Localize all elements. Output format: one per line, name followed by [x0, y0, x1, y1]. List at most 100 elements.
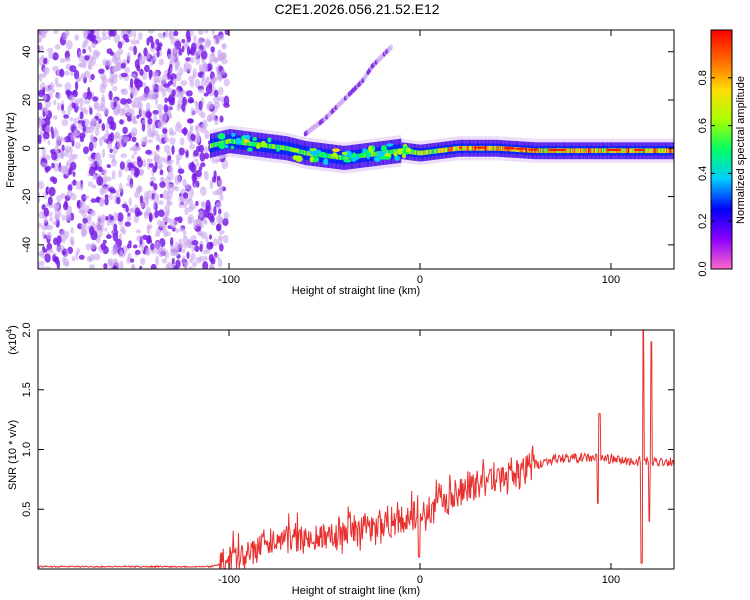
noise-speckle: [90, 73, 95, 81]
noise-speckle: [106, 164, 112, 169]
noise-speckle: [198, 256, 206, 262]
noise-speckle: [59, 152, 66, 157]
noise-speckle: [71, 255, 76, 262]
noise-speckle: [199, 243, 203, 253]
ridge-blob: [368, 147, 374, 153]
ridge-core: [538, 148, 541, 154]
noise-speckle: [175, 249, 180, 257]
noise-speckle: [190, 235, 197, 241]
noise-speckle: [224, 30, 230, 36]
noise-speckle: [113, 258, 119, 266]
ridge-core: [449, 147, 451, 152]
noise-speckle: [132, 160, 138, 166]
snr-scale-label: (x104): [5, 325, 19, 355]
noise-speckle: [67, 184, 73, 192]
ridge-core: [536, 148, 538, 154]
ridge-core: [592, 148, 594, 154]
snr-frame: [37, 329, 675, 570]
noise-speckle: [188, 187, 194, 198]
ridge-core: [291, 147, 293, 152]
noise-speckle: [78, 209, 85, 214]
ridge-core: [413, 149, 416, 155]
noise-speckle: [64, 145, 72, 153]
noise-speckle: [130, 167, 135, 176]
colorbar-gradient: [710, 29, 733, 270]
ridge-core: [513, 147, 515, 152]
noise-speckle: [210, 112, 216, 121]
noise-speckle: [195, 180, 200, 188]
ridge-peak: [550, 149, 554, 151]
noise-speckle: [177, 216, 183, 224]
noise-speckle: [52, 203, 59, 209]
noise-speckle: [167, 155, 172, 161]
noise-speckle: [48, 82, 55, 90]
noise-speckle: [155, 144, 160, 151]
noise-speckle: [123, 166, 130, 172]
ridge-core: [596, 148, 598, 154]
noise-speckle: [95, 121, 101, 130]
noise-speckle: [157, 120, 164, 130]
noise-speckle: [164, 211, 170, 218]
ridge-core: [417, 150, 419, 156]
ridge-core: [374, 151, 377, 157]
ridge-core: [604, 148, 606, 154]
ridge-core: [283, 145, 285, 151]
ridge-core: [464, 145, 466, 151]
noise-speckle: [223, 234, 229, 244]
ridge-blob: [405, 147, 412, 153]
ridge-core: [209, 143, 212, 149]
noise-speckle: [205, 80, 210, 87]
noise-speckle: [191, 244, 195, 253]
ridge-core: [376, 151, 378, 157]
ridge-core: [502, 146, 504, 151]
ridge-core: [392, 149, 394, 155]
noise-speckle: [45, 124, 51, 134]
noise-speckle: [155, 255, 160, 266]
noise-speckle: [220, 53, 226, 60]
noise-speckle: [223, 95, 230, 106]
ridge-core: [578, 148, 581, 154]
ridge-core: [279, 145, 282, 150]
noise-speckle: [42, 30, 49, 34]
noise-speckle: [204, 146, 209, 154]
noise-speckle: [218, 208, 222, 215]
ridge-core: [631, 148, 633, 154]
noise-speckle: [74, 34, 80, 41]
noise-speckle: [168, 166, 174, 174]
noise-speckle: [46, 231, 52, 240]
noise-speckle: [154, 96, 158, 106]
ridge-core: [290, 146, 292, 152]
ridge-core: [423, 150, 425, 156]
noise-speckle: [184, 183, 191, 190]
noise-speckle: [147, 117, 153, 125]
noise-speckle: [204, 30, 209, 34]
snr-ytick-label: 0.5: [21, 502, 33, 517]
noise-speckle: [129, 147, 136, 151]
noise-speckle: [145, 249, 151, 256]
noise-speckle: [119, 119, 124, 125]
noise-speckle: [78, 106, 83, 111]
ridge-core: [418, 150, 420, 156]
ridge-core: [594, 148, 597, 154]
noise-speckle: [159, 181, 166, 188]
noise-speckle: [192, 261, 197, 268]
noise-speckle: [137, 158, 143, 168]
noise-speckle: [190, 107, 195, 117]
noise-speckle: [61, 119, 69, 127]
noise-speckle: [218, 235, 224, 241]
noise-speckle: [129, 184, 134, 189]
ridge-core: [623, 148, 625, 154]
noise-speckle: [187, 205, 194, 213]
noise-speckle: [154, 241, 161, 249]
noise-speckle: [139, 265, 143, 269]
noise-speckle: [111, 56, 119, 64]
noise-speckle: [195, 101, 199, 109]
ridge-core: [270, 143, 272, 149]
ridge-core: [435, 148, 437, 154]
spectrogram-frame: [37, 29, 675, 270]
ridge-core: [416, 150, 418, 155]
noise-speckle: [153, 183, 158, 191]
ridge-core: [544, 148, 546, 154]
noise-speckle: [109, 75, 115, 83]
noise-speckle: [110, 79, 114, 87]
